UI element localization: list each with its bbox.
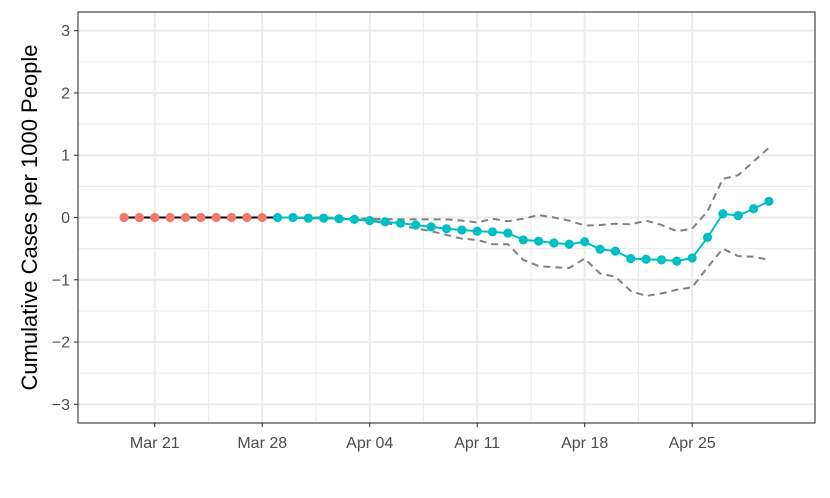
y-tick-label: −1 [52,272,70,289]
post-period-point [748,204,759,214]
x-tick-label: Apr 04 [346,435,393,452]
post-period-point [764,196,774,206]
post-period-point [472,226,482,236]
y-tick-label: 3 [61,23,70,40]
post-period-point [319,213,329,223]
x-tick-label: Apr 18 [561,435,608,452]
post-period-point [595,244,605,254]
post-period-point [549,238,559,248]
x-tick-label: Apr 11 [454,435,500,452]
post-period-point [380,217,390,227]
pre-period-point [119,212,129,223]
plot-area [119,147,774,297]
x-tick-label: Apr 25 [669,435,716,452]
post-period-point [610,246,620,256]
pre-period-point [134,212,145,223]
post-period-point [687,253,697,263]
post-period-point [273,212,283,223]
pre-period-point [180,212,191,223]
post-period-point [411,220,421,230]
y-tick-label: 1 [61,148,70,165]
pre-period-point [226,212,237,223]
y-axis: 3 2 1 0 −1 −2 −3 [52,23,78,414]
post-period-point [303,213,313,223]
post-period-point [334,214,344,224]
pre-period-point [242,212,252,223]
pre-period-point [150,212,160,223]
post-period-point [564,239,574,249]
upper-interval-dashed-line [277,147,770,233]
post-period-point [718,209,728,219]
post-period-point [426,222,436,232]
y-tick-label: −2 [52,335,70,352]
y-tick-label: −3 [52,397,70,414]
post-period-point [702,232,713,243]
post-period-point [441,224,452,234]
post-period-point [534,236,544,246]
x-tick-label: Mar 28 [237,435,287,452]
y-axis-title: Cumulative Cases per 1000 People [17,44,42,390]
post-period-point [487,227,498,237]
pre-period-point [165,212,175,223]
lower-interval-dashed-line [277,216,770,297]
pre-period-point [196,212,206,223]
post-period-point [518,235,528,245]
post-period-point [580,237,590,247]
post-period-point [288,212,298,223]
post-period-point [733,211,743,221]
post-period-point [626,254,636,264]
post-period-point [395,218,406,228]
post-period-point [503,228,513,238]
post-period-point [365,216,375,226]
post-period-point [349,214,359,224]
pre-period-point [257,212,267,223]
pre-period-point [211,212,221,223]
post-period-point [672,256,682,266]
x-axis: Mar 21 Mar 28 Apr 04 Apr 11 Apr 18 Apr 25 [130,423,716,452]
post-period-point [457,225,467,235]
post-period-point [641,254,651,264]
y-tick-label: 0 [61,210,70,227]
y-tick-label: 2 [61,85,70,102]
x-tick-label: Mar 21 [130,435,180,452]
post-period-point [656,255,667,265]
